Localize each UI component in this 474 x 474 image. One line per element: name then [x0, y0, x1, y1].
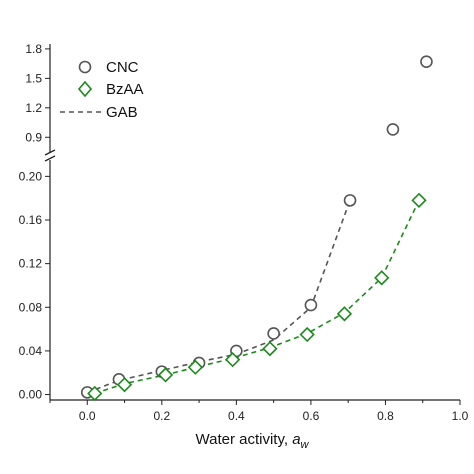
data-point-cnc — [267, 327, 280, 340]
data-point-bzaa — [116, 377, 133, 393]
x-tick-label: 0.0 — [79, 409, 96, 423]
axes-group: 0.0 0.2 0.4 0.6 0.8 1.0 0.00 0.04 0.08 0.12 0.16 0.… — [19, 42, 469, 423]
legend-label-bzaa: BzAA — [106, 81, 144, 98]
x-axis-title-symbol: a — [292, 431, 300, 448]
data-point-bzaa — [374, 270, 390, 286]
data-point-cnc — [343, 194, 357, 207]
legend: CNC BzAA GAB — [60, 59, 144, 121]
y-tick-label: 0.20 — [19, 169, 43, 183]
data-point-bzaa — [411, 192, 427, 208]
fit-line-cnc — [87, 200, 351, 394]
data-point-cnc — [420, 55, 433, 68]
data-point-bzaa — [336, 306, 353, 322]
fit-lines-group — [87, 200, 420, 395]
data-point-cnc — [386, 123, 400, 136]
legend-label-cnc: CNC — [106, 59, 139, 76]
y-tick-label: 0.04 — [19, 344, 43, 358]
x-axis-title-text: Water activity, — [196, 431, 293, 448]
y-tick-label: 0.9 — [25, 130, 42, 144]
y-tick-label: 0.12 — [19, 257, 43, 271]
data-point-bzaa — [262, 341, 278, 357]
x-tick-label: 0.4 — [228, 409, 245, 423]
markers-group — [80, 55, 433, 402]
x-tick-label: 0.6 — [303, 409, 320, 423]
x-tick-label: 0.8 — [377, 409, 394, 423]
data-point-bzaa — [157, 367, 174, 383]
x-tick-label: 0.2 — [153, 409, 170, 423]
y-tick-label: 0.08 — [19, 300, 43, 314]
data-point-cnc — [304, 298, 318, 312]
data-point-bzaa — [225, 352, 241, 368]
y-tick-label: 1.2 — [25, 101, 42, 115]
data-point-bzaa — [299, 326, 315, 343]
y-tick-label: 1.5 — [25, 71, 42, 85]
axis-break-mark — [44, 149, 56, 156]
axis-break-mark — [44, 155, 56, 162]
x-tick-label: 1.0 — [452, 409, 469, 423]
y-tick-label: 0.00 — [19, 388, 43, 402]
data-point-bzaa — [87, 385, 103, 402]
legend-marker-bzaa — [77, 80, 93, 98]
y-tick-label: 0.16 — [19, 213, 43, 227]
legend-label-gab: GAB — [106, 104, 138, 121]
legend-marker-cnc — [78, 60, 92, 74]
x-axis-title: Water activity, aw — [196, 431, 310, 451]
x-axis-title-subscript: w — [301, 439, 310, 451]
fit-line-bzaa — [94, 200, 420, 395]
y-tick-label: 1.8 — [25, 42, 42, 56]
data-point-bzaa — [187, 359, 203, 375]
